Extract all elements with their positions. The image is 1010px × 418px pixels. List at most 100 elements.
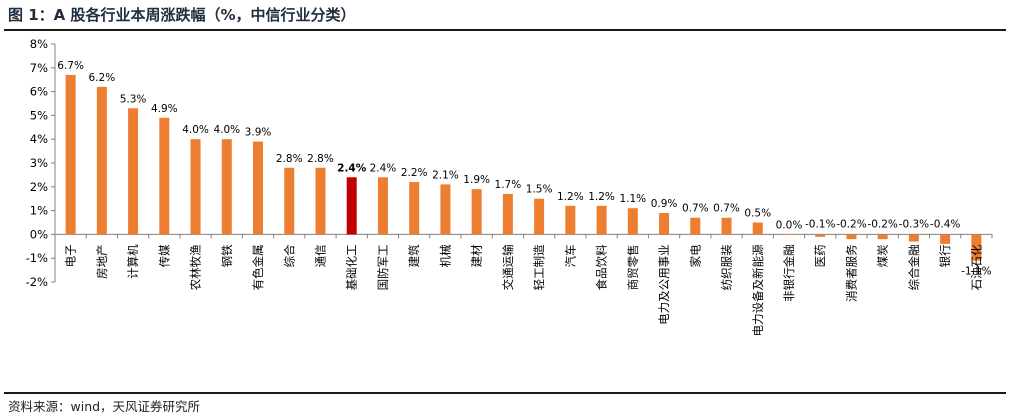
bar <box>346 177 357 235</box>
data-label: -0.2% <box>836 218 866 230</box>
category-label: 综合 <box>282 244 296 267</box>
bar <box>190 139 201 235</box>
category-label: 综合金融 <box>907 244 921 290</box>
category-label: 农林牧渔 <box>189 244 203 290</box>
bar <box>315 167 326 235</box>
bar <box>253 141 264 235</box>
data-label: 1.7% <box>495 179 522 191</box>
category-label: 计算机 <box>126 244 140 279</box>
data-label: 0.5% <box>744 208 771 220</box>
bar <box>815 234 826 237</box>
data-label: 2.1% <box>432 169 459 181</box>
chart-container: -2% -1% 0% 1% 2% 3% 4% 5% 6% 7% 8% 6.7% 电子 6.2% 房地产 5.3… <box>0 32 1010 388</box>
footer-divider <box>4 392 1006 394</box>
data-label: 6.7% <box>57 60 84 72</box>
bar <box>96 86 107 235</box>
y-tick-label: 3% <box>30 156 48 170</box>
bar <box>377 177 388 235</box>
category-label: 商贸零售 <box>626 244 640 290</box>
bar <box>752 222 763 235</box>
data-label: 0.7% <box>682 203 709 215</box>
data-label: 4.0% <box>213 124 240 136</box>
data-label: 6.2% <box>89 72 116 84</box>
data-label: 1.2% <box>588 191 615 203</box>
data-label: 1.2% <box>557 191 584 203</box>
bar <box>690 217 701 235</box>
data-label: 4.9% <box>151 103 178 115</box>
category-label: 交通运输 <box>501 244 515 290</box>
y-tick-label: 1% <box>30 204 48 218</box>
category-label: 机械 <box>438 244 452 267</box>
bar <box>940 234 951 244</box>
y-tick-label: 6% <box>30 85 48 99</box>
bar <box>284 167 295 235</box>
data-label: -0.2% <box>867 218 897 230</box>
data-label: 2.8% <box>276 153 303 165</box>
category-label: 医药 <box>813 244 827 267</box>
y-tick-label: 0% <box>30 227 48 241</box>
bar <box>971 234 982 261</box>
y-tick-label: 2% <box>30 180 48 194</box>
category-label: 非银行金融 <box>782 244 796 302</box>
bar <box>534 198 545 235</box>
category-label: 电力及公用事业 <box>657 244 671 325</box>
category-label: 房地产 <box>95 244 109 279</box>
bar <box>128 108 139 235</box>
bar <box>627 208 638 235</box>
bar <box>159 117 170 235</box>
category-label: 国防军工 <box>376 244 390 290</box>
data-label: 2.2% <box>401 167 428 179</box>
data-label: 1.1% <box>619 193 646 205</box>
category-label: 建材 <box>470 244 484 267</box>
y-tick-label: 8% <box>30 37 48 51</box>
y-tick-label: -2% <box>26 275 48 289</box>
category-label: 石油石化 <box>969 244 983 290</box>
category-label: 有色金属 <box>251 244 265 290</box>
category-label: 电子 <box>64 244 78 267</box>
data-label: 1.5% <box>526 184 553 196</box>
data-label: 0.9% <box>651 198 678 210</box>
title-divider <box>4 29 1006 31</box>
data-label: 0.7% <box>713 203 740 215</box>
bar <box>721 217 732 235</box>
figure-title: 图 1：A 股各行业本周涨跌幅（%，中信行业分类） <box>8 6 356 24</box>
category-label: 纺织服装 <box>720 244 734 290</box>
y-tick-label: 5% <box>30 108 48 122</box>
data-label: -0.1% <box>805 218 835 230</box>
category-label: 基础化工 <box>345 244 359 290</box>
data-label: -0.3% <box>899 218 929 230</box>
bar <box>471 189 482 235</box>
bar <box>65 74 76 235</box>
category-label: 电力设备及新能源 <box>751 244 765 336</box>
category-label: 钢铁 <box>220 244 234 267</box>
category-label: 轻工制造 <box>532 244 546 290</box>
bar <box>565 205 576 235</box>
bar <box>846 234 857 240</box>
category-label: 汽车 <box>563 244 577 267</box>
bar <box>221 139 232 235</box>
bar <box>908 234 919 242</box>
bar <box>596 205 607 235</box>
category-label: 煤炭 <box>876 244 890 267</box>
category-label: 食品饮料 <box>595 244 609 290</box>
bar <box>502 193 513 235</box>
category-label: 家电 <box>688 244 702 267</box>
bar <box>659 212 670 235</box>
data-label: 0.0% <box>776 219 803 231</box>
industry-returns-bar-chart: -2% -1% 0% 1% 2% 3% 4% 5% 6% 7% 8% 6.7% 电子 6.2% 房地产 5.3… <box>26 37 993 336</box>
bar <box>877 234 888 240</box>
category-label: 银行 <box>938 244 952 267</box>
data-label: 5.3% <box>120 93 147 105</box>
y-tick-label: 7% <box>30 61 48 75</box>
data-label: 3.9% <box>245 127 272 139</box>
y-tick-label: 4% <box>30 132 48 146</box>
category-label: 通信 <box>313 244 327 267</box>
bar <box>783 234 794 235</box>
y-tick-label: -1% <box>26 251 48 265</box>
category-label: 消费者服务 <box>844 244 858 302</box>
bar <box>440 184 451 235</box>
data-label: 2.4% <box>337 162 367 174</box>
data-label: 2.4% <box>370 162 397 174</box>
data-label: -1.1% <box>961 266 991 278</box>
data-label: 4.0% <box>182 124 209 136</box>
